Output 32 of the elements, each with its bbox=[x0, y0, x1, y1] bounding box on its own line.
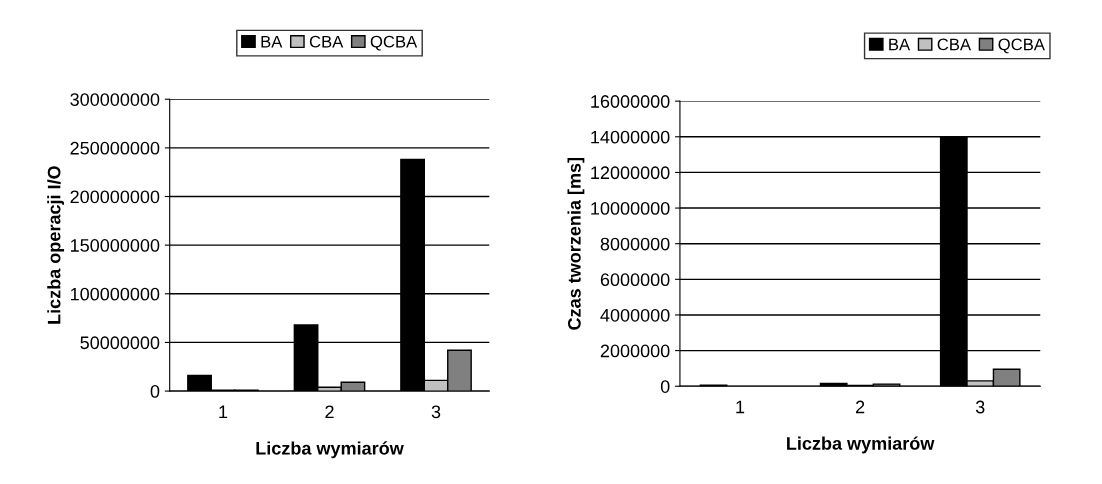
y-tick-label: 16000000 bbox=[591, 95, 670, 108]
x-tick-label: 3 bbox=[975, 400, 985, 414]
y-tick-label: 200000000 bbox=[70, 190, 160, 204]
y-tick-label: 4000000 bbox=[600, 308, 670, 322]
x-tick-label: 2 bbox=[856, 400, 865, 414]
legend-label: CBA bbox=[309, 35, 344, 48]
y-tick-label: 250000000 bbox=[70, 141, 160, 155]
x-tick-label: 1 bbox=[219, 405, 228, 419]
legend-label: QCBA bbox=[370, 35, 418, 51]
x-axis-title: Liczba wymiarów bbox=[256, 441, 404, 459]
y-tick-label: 0 bbox=[150, 385, 160, 398]
y-tick-label: 10000000 bbox=[591, 201, 670, 215]
x-axis-title: Liczba wymiarów bbox=[787, 436, 935, 454]
y-tick-label: 14000000 bbox=[591, 130, 670, 144]
y-tick-label: 12000000 bbox=[591, 166, 670, 180]
y-tick-label: 2000000 bbox=[600, 344, 670, 358]
legend-label: BA bbox=[261, 35, 283, 48]
y-axis-title: Czas tworzenia [ms] bbox=[567, 157, 585, 330]
legend-label: CBA bbox=[937, 38, 972, 51]
y-tick-label: 150000000 bbox=[71, 239, 160, 252]
y-tick-label: 50000000 bbox=[80, 336, 160, 350]
y-tick-label: 100000000 bbox=[71, 287, 160, 301]
y-tick-label: 6000000 bbox=[600, 273, 670, 287]
x-tick-label: 1 bbox=[736, 400, 745, 414]
x-tick-label: 2 bbox=[325, 405, 334, 419]
y-axis-title: Liczba operacji I/O bbox=[47, 166, 65, 324]
legend-label: QCBA bbox=[998, 38, 1045, 54]
legend-label: BA bbox=[889, 38, 911, 51]
y-tick-label: 0 bbox=[660, 380, 670, 393]
y-tick-label: 8000000 bbox=[600, 237, 670, 251]
x-tick-label: 3 bbox=[431, 405, 441, 419]
y-tick-label: 300000000 bbox=[70, 93, 160, 106]
